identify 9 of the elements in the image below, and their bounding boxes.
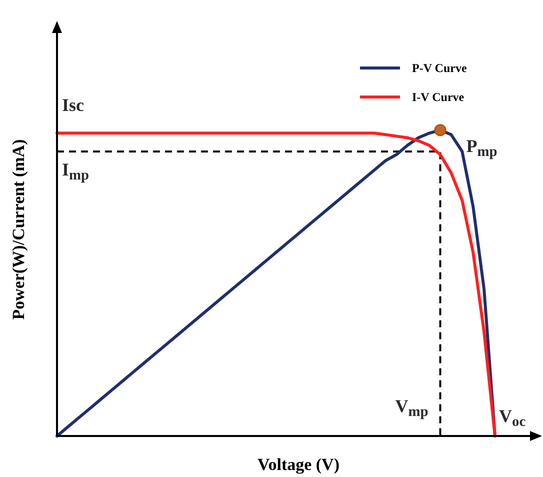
legend-label: I-V Curve bbox=[412, 90, 465, 104]
annotation: P$_{mp}$ bbox=[466, 136, 498, 160]
ref-line-label: I$_{mp}$ bbox=[62, 159, 90, 184]
legend-label: P-V Curve bbox=[412, 61, 468, 75]
y-axis-title: Power(W)/Current (mA) bbox=[9, 139, 28, 320]
annotation: V$_{oc}$ bbox=[499, 406, 526, 430]
text: Isc bbox=[62, 95, 84, 116]
annotation: V$_{mp}$ bbox=[395, 396, 428, 420]
x-axis-title: Voltage (V) bbox=[258, 455, 340, 474]
